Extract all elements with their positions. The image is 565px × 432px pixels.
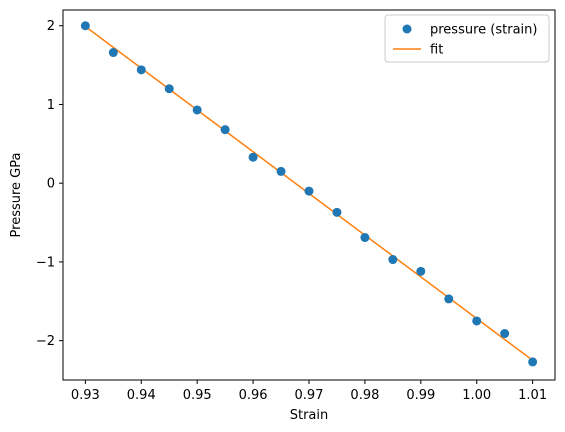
y-tick-label: 1	[47, 98, 55, 113]
x-tick-label: 0.99	[406, 388, 435, 403]
x-tick-label: 0.98	[350, 388, 379, 403]
x-tick-label: 0.95	[183, 388, 212, 403]
legend-box	[384, 14, 550, 63]
x-tick-label: 1.01	[518, 388, 547, 403]
legend-label-pressure: pressure (strain)	[430, 23, 537, 38]
x-tick-label: 0.93	[71, 388, 100, 403]
x-tick-label: 0.94	[127, 388, 156, 403]
data-point	[304, 186, 314, 196]
data-point	[164, 84, 174, 94]
data-point	[248, 152, 258, 162]
legend-label-fit: fit	[430, 43, 443, 58]
y-tick-label: −2	[36, 334, 55, 349]
data-point	[360, 233, 370, 243]
y-axis-label: Pressure GPa	[9, 153, 24, 238]
data-point	[500, 329, 510, 339]
y-tick-label: 0	[47, 177, 55, 192]
data-point	[108, 48, 118, 58]
x-tick-label: 0.97	[295, 388, 324, 403]
data-point	[136, 65, 146, 75]
data-point	[276, 166, 286, 176]
data-point	[220, 125, 230, 135]
x-axis-label: Strain	[290, 408, 329, 423]
data-point	[472, 316, 482, 326]
data-point	[332, 207, 342, 217]
data-point	[416, 266, 426, 276]
data-point	[192, 105, 202, 115]
legend: pressure (strain) fit	[384, 14, 550, 63]
data-point	[528, 357, 538, 367]
y-tick-label: 2	[47, 19, 55, 34]
data-point	[444, 294, 454, 304]
legend-marker-pressure	[402, 24, 412, 34]
plot-area	[80, 21, 538, 367]
x-tick-label: 0.96	[239, 388, 268, 403]
y-axis-ticks: −2 −1 0 1 2	[36, 19, 63, 349]
y-tick-label: −1	[36, 255, 55, 270]
x-tick-label: 1.00	[462, 388, 491, 403]
data-point	[388, 255, 398, 265]
data-point	[80, 21, 90, 31]
x-axis-ticks: 0.93 0.94 0.95 0.96 0.97 0.98 0.99 1.00 1.01	[71, 380, 547, 403]
